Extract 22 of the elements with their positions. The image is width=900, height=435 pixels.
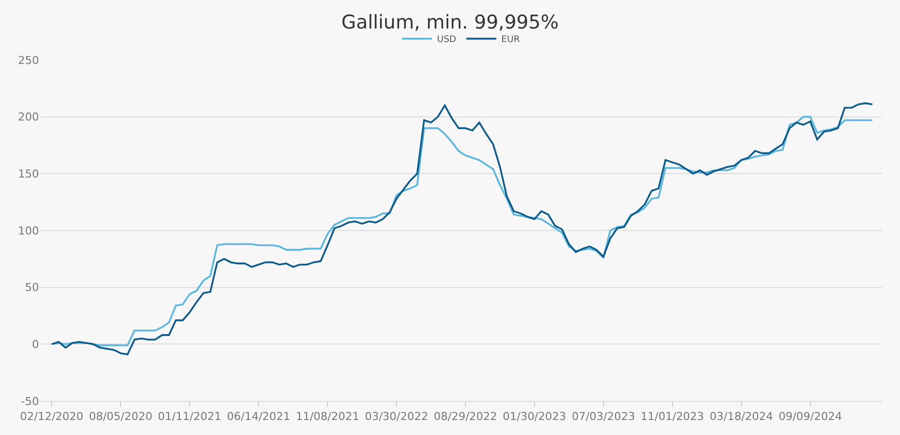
x-tick-label: 09/09/2024 <box>778 410 842 424</box>
x-tick-label: 11/01/2023 <box>640 410 704 424</box>
x-tick-label: 03/18/2024 <box>710 410 774 424</box>
y-tick-label: 50 <box>25 281 39 294</box>
x-tick-label: 01/30/2023 <box>502 410 566 424</box>
x-tick-label: 06/14/2021 <box>226 410 290 424</box>
y-tick-label: 150 <box>18 168 39 181</box>
y-tick-label: 200 <box>18 110 39 124</box>
x-tick-label: 01/11/2021 <box>158 410 222 424</box>
y-tick-label: -50 <box>21 394 39 408</box>
y-tick-label: 0 <box>32 338 39 352</box>
x-tick-label: 02/12/2020 <box>20 410 84 424</box>
x-tick-label: 03/30/2022 <box>364 410 428 424</box>
legend-label: EUR <box>501 35 520 46</box>
legend-label: USD <box>437 35 456 46</box>
x-tick-label: 08/05/2020 <box>88 410 152 424</box>
x-tick-label: 07/03/2023 <box>572 410 636 424</box>
y-tick-label: 100 <box>18 224 39 238</box>
x-tick-label: 11/08/2021 <box>296 410 360 424</box>
x-tick-label: 08/29/2022 <box>434 410 498 424</box>
chart-title: Gallium, min. 99,995% <box>341 12 559 34</box>
y-tick-label: 250 <box>18 54 39 67</box>
